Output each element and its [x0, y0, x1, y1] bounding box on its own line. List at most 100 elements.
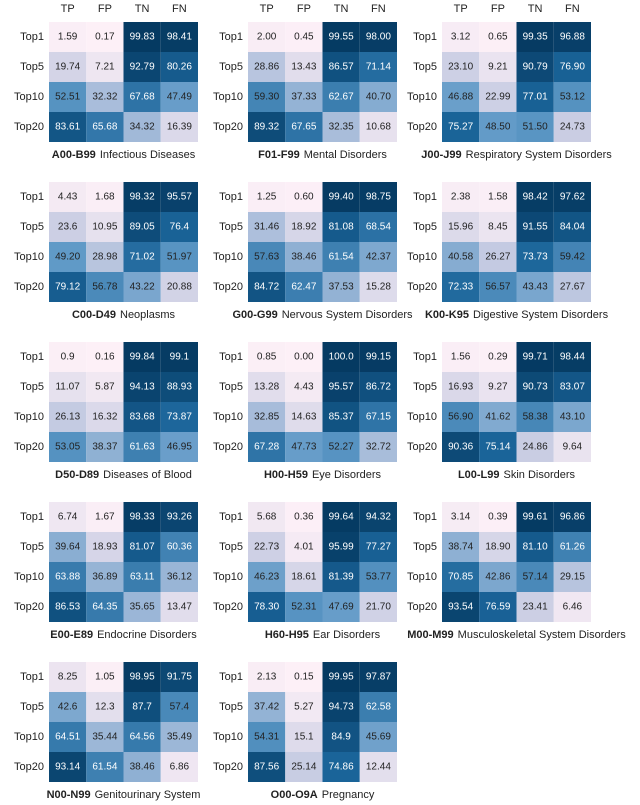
cell-label: 43.22	[130, 282, 155, 293]
panel-code: H00-H59	[264, 469, 308, 481]
cell-label: 80.26	[167, 62, 192, 73]
heatmap-cell	[479, 402, 517, 432]
heatmap-cell	[442, 82, 480, 112]
cell-label: 83.07	[560, 382, 585, 393]
cell-label: 39.64	[55, 542, 80, 553]
heatmap-cell	[553, 272, 591, 302]
heatmap-cell	[160, 372, 198, 402]
heatmap-cell	[86, 402, 124, 432]
row-label: Top5	[413, 61, 437, 73]
heatmap-cell	[285, 502, 323, 532]
column-label: TN	[528, 3, 543, 15]
heatmap-cell	[49, 662, 87, 692]
cell-label: 16.39	[167, 122, 192, 133]
column-label: FN	[371, 3, 386, 15]
heatmap-cell	[285, 82, 323, 112]
row-label: Top5	[20, 61, 44, 73]
row-label: Top10	[14, 571, 44, 583]
cell-label: 0.39	[488, 512, 508, 523]
cell-label: 84.9	[331, 732, 351, 743]
heatmap-cell	[442, 372, 480, 402]
column-label: FP	[297, 3, 311, 15]
heatmap-cell	[479, 592, 517, 622]
heatmap-cell	[123, 502, 161, 532]
heatmap-cell	[359, 242, 397, 272]
row-label: Top5	[219, 221, 243, 233]
heatmap-cell	[322, 402, 360, 432]
heatmap-cell	[479, 372, 517, 402]
heatmap-cell	[160, 272, 198, 302]
cell-label: 59.42	[560, 252, 585, 263]
heatmap-cell	[285, 242, 323, 272]
cell-label: 12.3	[95, 702, 115, 713]
cell-label: 6.74	[58, 512, 78, 523]
heatmap-cell	[285, 342, 323, 372]
cell-label: 90.73	[523, 382, 548, 393]
row-label: Top5	[219, 61, 243, 73]
row-label: Top1	[20, 351, 44, 363]
cell-label: 73.87	[167, 412, 192, 423]
cell-label: 19.74	[55, 62, 80, 73]
panel-name: Diseases of Blood	[103, 469, 192, 481]
row-label: Top5	[20, 221, 44, 233]
cell-label: 29.15	[560, 572, 585, 583]
heatmap-cell	[359, 532, 397, 562]
cell-label: 98.95	[130, 672, 155, 683]
cell-label: 76.4	[170, 222, 190, 233]
heatmap-cell	[123, 212, 161, 242]
cell-label: 93.54	[448, 602, 473, 613]
heatmap-cell	[123, 532, 161, 562]
heatmap-cell	[123, 272, 161, 302]
cell-label: 1.58	[488, 192, 508, 203]
heatmap-cell	[516, 52, 554, 82]
cell-label: 15.96	[448, 222, 473, 233]
cell-label: 28.98	[92, 252, 117, 263]
cell-label: 94.13	[130, 382, 155, 393]
heatmap-cell	[479, 242, 517, 272]
heatmap-cell	[86, 22, 124, 52]
cell-label: 84.72	[254, 282, 279, 293]
cell-label: 98.32	[130, 192, 155, 203]
cell-label: 1.59	[58, 32, 78, 43]
heatmap-cell	[553, 22, 591, 52]
heatmap-cell	[86, 212, 124, 242]
heatmap-cell	[160, 52, 198, 82]
cell-label: 53.77	[366, 572, 391, 583]
cell-label: 95.99	[329, 542, 354, 553]
cell-label: 93.26	[167, 512, 192, 523]
heatmap-cell	[160, 182, 198, 212]
cell-label: 47.73	[291, 442, 316, 453]
row-label: Top1	[413, 511, 437, 523]
cell-label: 2.38	[451, 192, 471, 203]
heatmap-cell	[248, 502, 286, 532]
cell-label: 5.87	[95, 382, 115, 393]
cell-label: 16.32	[92, 412, 117, 423]
cell-label: 14.63	[291, 412, 316, 423]
cell-label: 77.27	[366, 542, 391, 553]
cell-label: 98.44	[560, 352, 585, 363]
heatmap-cell	[123, 432, 161, 462]
cell-label: 2.00	[257, 32, 277, 43]
cell-label: 26.27	[485, 252, 510, 263]
panel-code: C00-D49	[72, 309, 116, 321]
cell-label: 51.97	[167, 252, 192, 263]
cell-label: 72.33	[448, 282, 473, 293]
heatmap-cell	[49, 592, 87, 622]
cell-label: 89.05	[130, 222, 155, 233]
cell-label: 65.68	[92, 122, 117, 133]
cell-label: 18.90	[485, 542, 510, 553]
cell-label: 99.35	[523, 32, 548, 43]
row-label: Top5	[20, 701, 44, 713]
heatmap-cell	[322, 52, 360, 82]
cell-label: 35.44	[92, 732, 117, 743]
heatmap-cell	[553, 402, 591, 432]
cell-label: 20.88	[167, 282, 192, 293]
heatmap-cell	[442, 272, 480, 302]
heatmap-cell	[516, 402, 554, 432]
heatmap-cell	[442, 562, 480, 592]
panel-title: D50-D89 Diseases of Blood	[55, 469, 192, 481]
heatmap-cell	[248, 372, 286, 402]
panel-code: G00-G99	[232, 309, 277, 321]
cell-label: 0.65	[488, 32, 508, 43]
cell-label: 87.56	[254, 762, 279, 773]
